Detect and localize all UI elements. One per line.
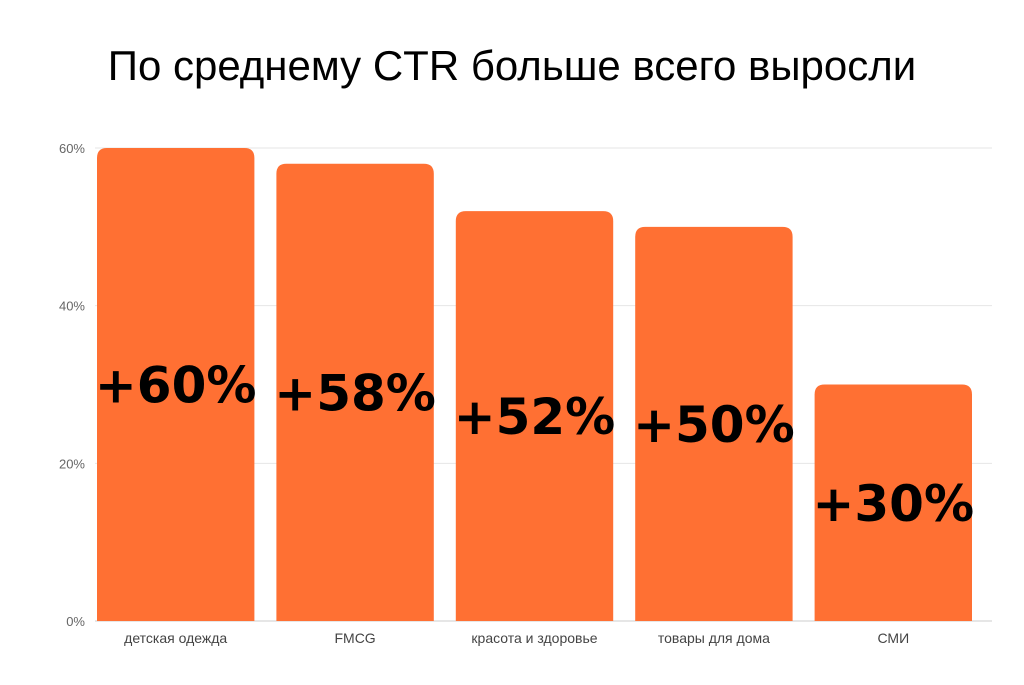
data-label: +30%	[813, 475, 975, 533]
label-layer: 0% 20% 40% 60% +60% детская одежда +58% FMCG +52…	[59, 141, 974, 646]
y-tick-label: 40%	[59, 299, 85, 314]
category-label: красота и здоровье	[471, 630, 597, 646]
category-label: детская одежда	[124, 630, 227, 646]
bar	[276, 163, 434, 621]
category-label: товары для дома	[658, 630, 770, 646]
y-tick-label: 60%	[59, 141, 85, 156]
chart-title: По среднему CTR больше всего выросли	[107, 42, 917, 89]
bar-layer	[97, 148, 972, 622]
category-label: СМИ	[877, 630, 909, 646]
data-label: +60%	[95, 357, 257, 415]
bar	[97, 148, 255, 621]
y-tick-label: 20%	[59, 456, 85, 471]
data-label: +58%	[274, 364, 436, 422]
bar	[814, 384, 972, 621]
bar	[455, 211, 614, 622]
data-label: +50%	[633, 396, 795, 454]
bar	[635, 226, 793, 622]
data-label: +52%	[454, 388, 616, 446]
y-tick-label: 0%	[66, 614, 85, 629]
category-label: FMCG	[334, 630, 375, 646]
